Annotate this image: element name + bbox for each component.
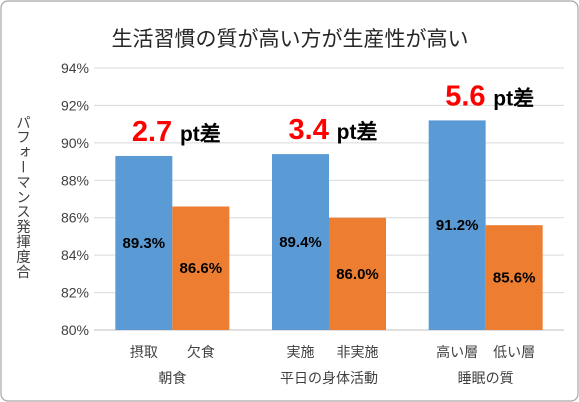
data-label: 89.3% xyxy=(123,235,166,252)
bar xyxy=(485,225,543,330)
y-tick-label: 92% xyxy=(61,97,89,113)
x-tick-label: 実施 xyxy=(287,345,315,361)
y-tick-label: 80% xyxy=(61,322,89,338)
x-tick-label: 欠食 xyxy=(187,344,215,361)
difference-unit: pt差 xyxy=(180,122,221,146)
category-label: 平日の身体活動 xyxy=(280,371,378,387)
difference-value: 5.6 xyxy=(445,80,485,112)
bar xyxy=(172,206,230,330)
y-tick-label: 90% xyxy=(61,135,89,151)
difference-value: 3.4 xyxy=(289,114,329,146)
category-label: 朝食 xyxy=(158,370,186,387)
difference-unit: pt差 xyxy=(493,86,534,110)
bar xyxy=(428,120,486,331)
bar xyxy=(272,154,329,330)
data-label: 89.4% xyxy=(279,234,322,251)
difference-annotation: 3.4 pt差 xyxy=(289,114,378,146)
category-label: 睡眠の質 xyxy=(458,371,514,387)
bars-layer xyxy=(115,120,543,331)
data-label: 86.6% xyxy=(180,260,223,277)
data-label: 85.6% xyxy=(493,270,536,287)
bar xyxy=(115,155,173,330)
x-tick-label: 非実施 xyxy=(337,345,379,361)
difference-unit: pt差 xyxy=(337,120,378,144)
chart-title: 生活習慣の質が高い方が生産性が高い xyxy=(112,27,469,51)
y-tick-label: 82% xyxy=(61,285,89,301)
y-tick-label: 84% xyxy=(61,247,89,263)
y-tick-label: 88% xyxy=(61,172,89,188)
data-labels-layer: 89.3% 86.6% 89.4% 86.0% 91.2% 85.6% xyxy=(123,217,536,286)
y-tick-label: 86% xyxy=(61,210,89,226)
data-label: 86.0% xyxy=(336,266,379,283)
difference-value: 2.7 xyxy=(132,116,172,148)
y-axis-ticks: 80% 82% 84% 86% 88% 90% 92% 94% xyxy=(61,60,89,338)
bar xyxy=(329,217,386,330)
difference-annotation: 2.7 pt差 xyxy=(132,116,221,148)
x-tick-label: 摂取 xyxy=(130,345,158,361)
data-label: 91.2% xyxy=(436,217,479,234)
y-tick-label: 94% xyxy=(61,60,89,76)
difference-annotation: 5.6 pt差 xyxy=(445,80,534,112)
x-tick-label: 低い層 xyxy=(493,345,535,361)
y-axis-label: パフォーマンス発揮度合 xyxy=(14,115,30,279)
x-tick-label: 高い層 xyxy=(436,344,478,361)
